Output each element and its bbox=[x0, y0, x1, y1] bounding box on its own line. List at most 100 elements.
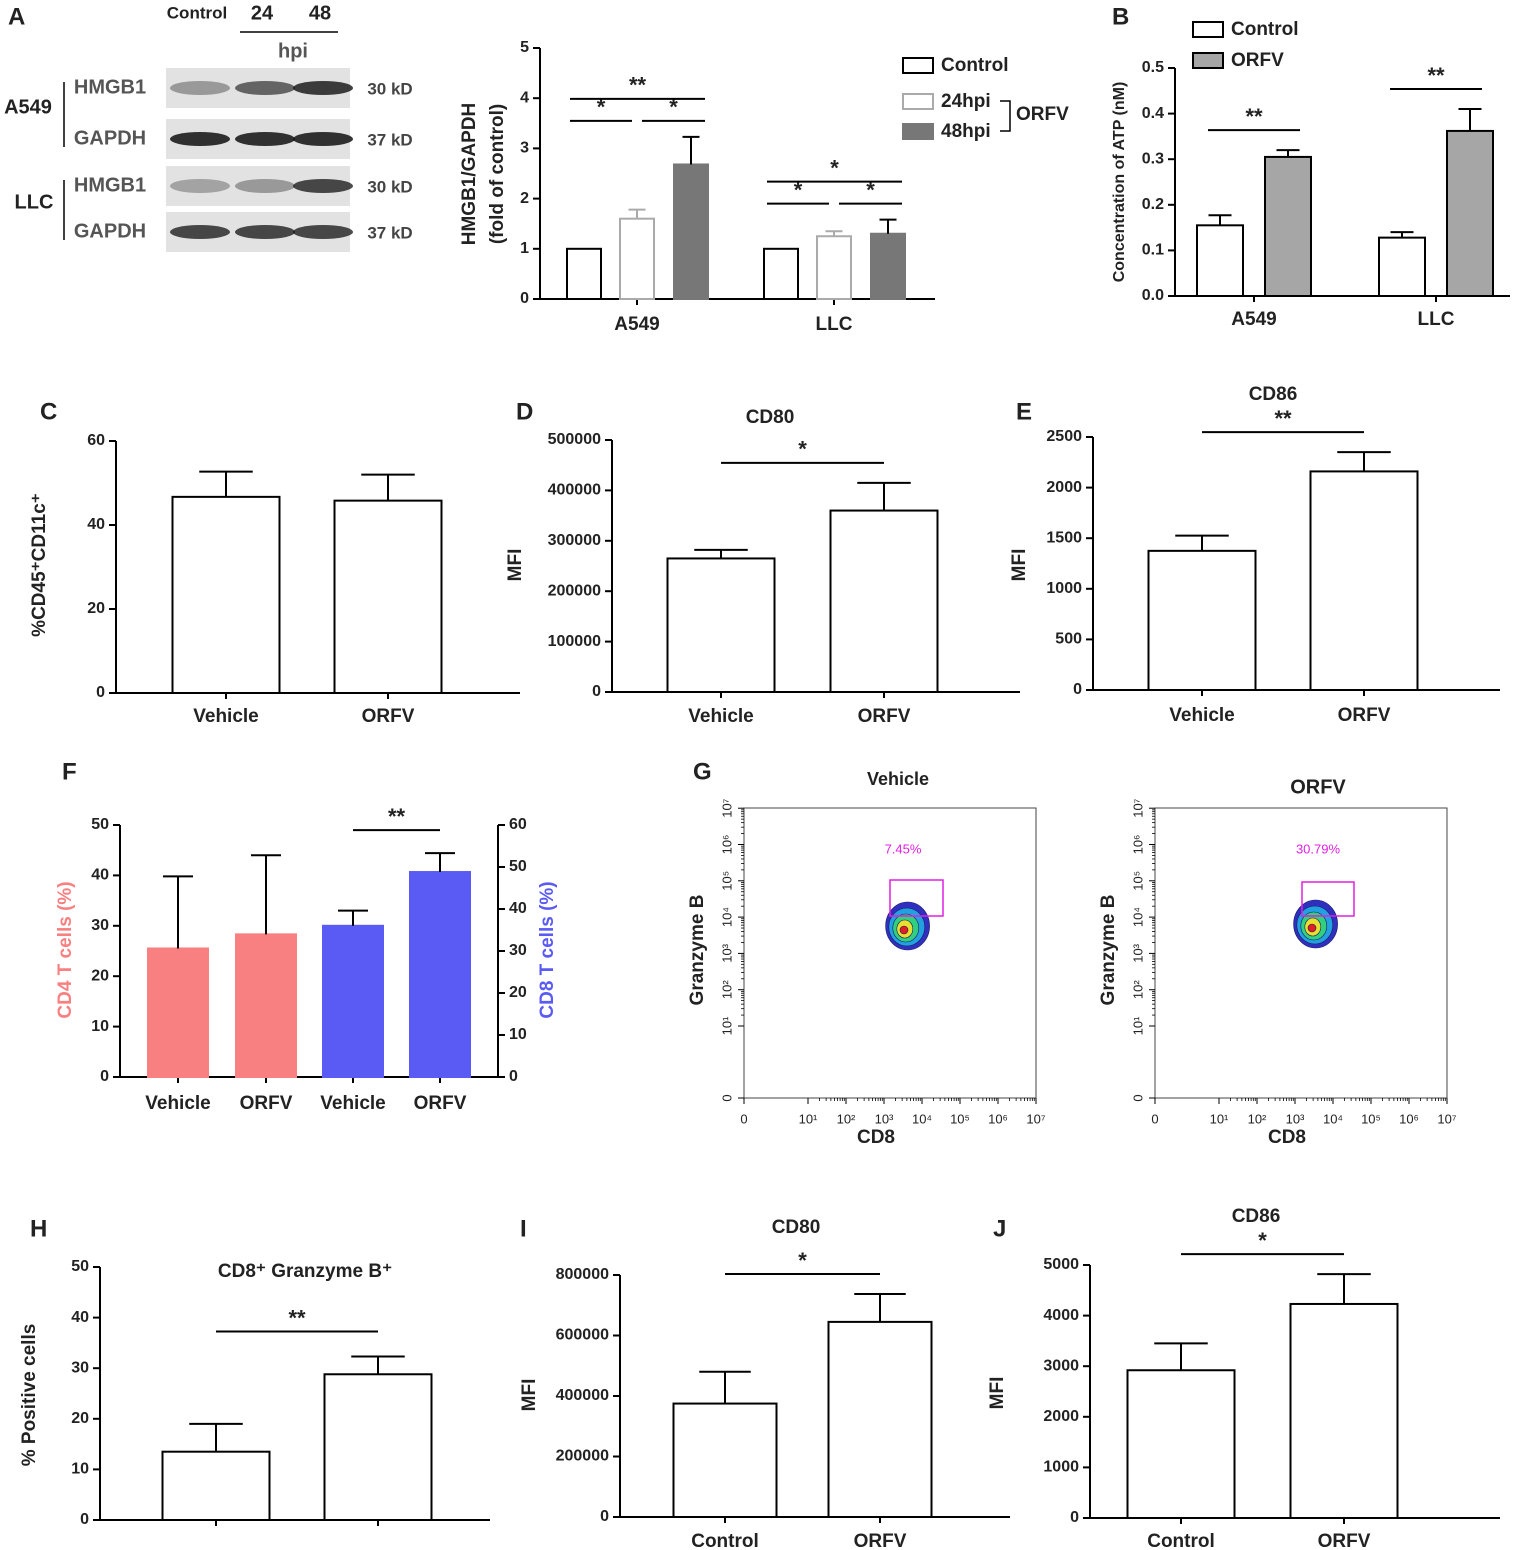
chart-title: CD80 bbox=[746, 407, 795, 428]
y-tick-label: 0 bbox=[600, 1508, 609, 1525]
y-tick-label: 0.4 bbox=[1142, 105, 1164, 122]
bar bbox=[1196, 224, 1244, 298]
significance-label: * bbox=[1258, 1228, 1267, 1253]
error-bar bbox=[189, 1422, 243, 1452]
y-tick-label: 10³ bbox=[719, 943, 734, 962]
x-tick-label: ORFV bbox=[240, 1093, 293, 1114]
significance-label: * bbox=[794, 177, 803, 202]
panel-letter: D bbox=[516, 398, 533, 425]
bar bbox=[619, 217, 655, 300]
error-bar bbox=[425, 852, 455, 873]
chart-title: CD8⁺ Granzyme B⁺ bbox=[218, 1261, 392, 1282]
bar bbox=[333, 499, 443, 695]
y-tick-label: 50 bbox=[71, 1258, 89, 1275]
y-tick-label: 3000 bbox=[1043, 1357, 1079, 1374]
y-tick-label: 500 bbox=[1055, 631, 1082, 648]
x-tick-label: 10⁵ bbox=[950, 1111, 970, 1126]
x-tick-label: 10³ bbox=[1286, 1111, 1305, 1126]
y-tick-label: 10³ bbox=[1130, 943, 1145, 962]
cell-line-label: A549 bbox=[4, 96, 52, 118]
gate-label: 30.79% bbox=[1296, 841, 1341, 856]
x-tick-label: 10⁴ bbox=[912, 1111, 932, 1126]
bar bbox=[1147, 549, 1257, 691]
x-tick-label: A549 bbox=[614, 314, 659, 335]
blot-band bbox=[293, 225, 353, 239]
y-tick-label: 10² bbox=[719, 980, 734, 999]
bar bbox=[566, 247, 602, 301]
error-bar bbox=[351, 1355, 405, 1375]
blot-band bbox=[293, 179, 353, 193]
legend-bracket bbox=[1000, 100, 1011, 132]
error-bar bbox=[699, 1370, 751, 1404]
error-bar bbox=[1390, 231, 1414, 238]
bar bbox=[816, 235, 852, 300]
legend-swatch bbox=[1192, 52, 1224, 69]
chart-title: CD86 bbox=[1249, 384, 1298, 405]
blot-band bbox=[170, 225, 230, 239]
x-tick-label: Vehicle bbox=[1169, 705, 1235, 726]
y-tick-label: 1 bbox=[520, 240, 529, 257]
y-tick-label: 0 bbox=[592, 683, 601, 700]
blot-band bbox=[170, 81, 230, 95]
x-tick-label: ORFV bbox=[414, 1093, 467, 1114]
bar bbox=[235, 933, 297, 1078]
x-tick-label: Vehicle bbox=[193, 706, 259, 727]
x-tick-label: Vehicle bbox=[688, 706, 754, 727]
error-bar bbox=[361, 473, 415, 501]
y-tick-label: 5000 bbox=[1043, 1256, 1079, 1273]
x-tick-label: Vehicle bbox=[320, 1093, 386, 1114]
blot-band bbox=[235, 132, 295, 146]
blot-band bbox=[235, 179, 295, 193]
y-axis-label: MFI bbox=[1009, 549, 1030, 582]
panel-letter: G bbox=[693, 758, 712, 785]
lane-label: 24 bbox=[251, 2, 274, 24]
y-axis-label: MFI bbox=[519, 1379, 540, 1412]
plot-title: Vehicle bbox=[867, 769, 929, 789]
x-tick-label: 0 bbox=[740, 1111, 747, 1126]
error-bar bbox=[854, 1293, 906, 1322]
panel-letter: B bbox=[1112, 3, 1129, 30]
x-axis-label: CD8 bbox=[1268, 1127, 1306, 1148]
error-bar bbox=[1175, 534, 1229, 551]
legend-group-label: ORFV bbox=[1016, 104, 1069, 125]
y-tick-label: 0 bbox=[100, 1068, 109, 1085]
significance-label: * bbox=[669, 95, 678, 120]
significance-label: * bbox=[597, 95, 606, 120]
bar bbox=[666, 557, 776, 693]
y-tick-label: 0 bbox=[80, 1511, 89, 1528]
legend-label: 24hpi bbox=[941, 91, 991, 112]
y-axis-label: % Positive cells bbox=[19, 1324, 40, 1467]
error-bar bbox=[1317, 1273, 1371, 1304]
lane-label: Control bbox=[167, 3, 227, 22]
density-contour bbox=[899, 925, 909, 935]
y-tick-label: 20 bbox=[91, 967, 109, 984]
x-tick-label: ORFV bbox=[1338, 705, 1391, 726]
y-tick-label: 200000 bbox=[556, 1448, 609, 1465]
y-axis-label: Concentration of ATP (nM) bbox=[1111, 82, 1128, 283]
error-bar bbox=[1337, 451, 1391, 472]
significance-label: ** bbox=[288, 1305, 306, 1330]
y-tick-label: 600000 bbox=[556, 1327, 609, 1344]
y-tick-label: 0 bbox=[1073, 681, 1082, 698]
bar bbox=[1446, 129, 1494, 297]
blot-band bbox=[293, 132, 353, 146]
y-tick-label: 10⁴ bbox=[719, 907, 734, 927]
blot-band bbox=[170, 179, 230, 193]
x-tick-label: ORFV bbox=[858, 706, 911, 727]
y-tick-label: 0.3 bbox=[1142, 150, 1164, 167]
bar bbox=[409, 871, 471, 1078]
x-tick-label: LLC bbox=[816, 314, 853, 335]
y2-axis-label: CD8 T cells (%) bbox=[537, 881, 558, 1018]
y-tick-label: 2000 bbox=[1046, 479, 1082, 496]
legend-swatch bbox=[902, 57, 934, 74]
significance-label: * bbox=[798, 1248, 807, 1273]
gate bbox=[1301, 881, 1355, 917]
error-bar bbox=[1458, 108, 1482, 131]
band-size: 37 kD bbox=[367, 130, 412, 149]
y-tick-label: 20 bbox=[71, 1410, 89, 1427]
x-tick-label: 10⁵ bbox=[1361, 1111, 1381, 1126]
y2-tick-label: 50 bbox=[509, 858, 527, 875]
bar bbox=[1378, 236, 1426, 298]
bar bbox=[323, 1373, 433, 1521]
